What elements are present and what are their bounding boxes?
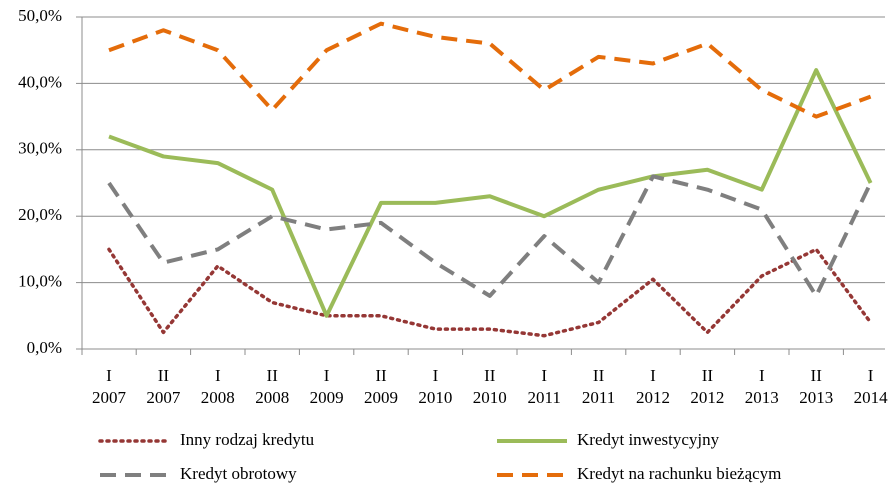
series-line <box>108 21 872 119</box>
x-tick-label: II <box>484 366 496 385</box>
y-tick-label: 0,0% <box>27 338 62 357</box>
x-tick-label: I <box>215 366 221 385</box>
x-tick-label: 2013 <box>745 388 779 407</box>
series-line <box>107 174 873 298</box>
x-tick-label: 2008 <box>201 388 235 407</box>
x-tick-label: I <box>433 366 439 385</box>
x-tick-label: 2013 <box>799 388 833 407</box>
x-tick-label: II <box>158 366 170 385</box>
x-tick-label: 2007 <box>92 388 127 407</box>
y-tick-label: 10,0% <box>18 272 62 291</box>
x-tick-label: 2014 <box>854 388 889 407</box>
x-tick-label: 2009 <box>364 388 398 407</box>
x-tick-label: II <box>375 366 387 385</box>
x-tick-label: 2010 <box>418 388 452 407</box>
x-tick-label: I <box>759 366 765 385</box>
x-tick-label: 2012 <box>690 388 724 407</box>
y-tick-label: 20,0% <box>18 205 62 224</box>
x-tick-label: I <box>106 366 112 385</box>
y-tick-label: 30,0% <box>18 139 62 158</box>
x-tick-label: II <box>593 366 605 385</box>
x-tick-label: I <box>868 366 874 385</box>
legend-label: Kredyt obrotowy <box>180 464 297 483</box>
x-tick-label: 2007 <box>146 388 181 407</box>
series-line <box>107 247 873 338</box>
legend-label: Kredyt na rachunku bieżącym <box>577 464 781 483</box>
legend-label: Inny rodzaj kredytu <box>180 430 315 449</box>
x-tick-label: 2012 <box>636 388 670 407</box>
x-tick-label: II <box>267 366 279 385</box>
x-tick-label: I <box>324 366 330 385</box>
x-tick-label: I <box>541 366 547 385</box>
x-tick-label: 2010 <box>473 388 507 407</box>
x-tick-label: 2009 <box>310 388 344 407</box>
x-tick-label: 2011 <box>528 388 561 407</box>
y-tick-label: 40,0% <box>18 72 62 91</box>
x-tick-label: 2008 <box>255 388 289 407</box>
x-tick-label: II <box>702 366 714 385</box>
x-tick-label: II <box>811 366 823 385</box>
legend-label: Kredyt inwestycyjny <box>577 430 720 449</box>
x-tick-label: I <box>650 366 656 385</box>
x-tick-label: 2011 <box>582 388 615 407</box>
series-line <box>108 68 873 318</box>
y-tick-label: 50,0% <box>18 6 62 25</box>
